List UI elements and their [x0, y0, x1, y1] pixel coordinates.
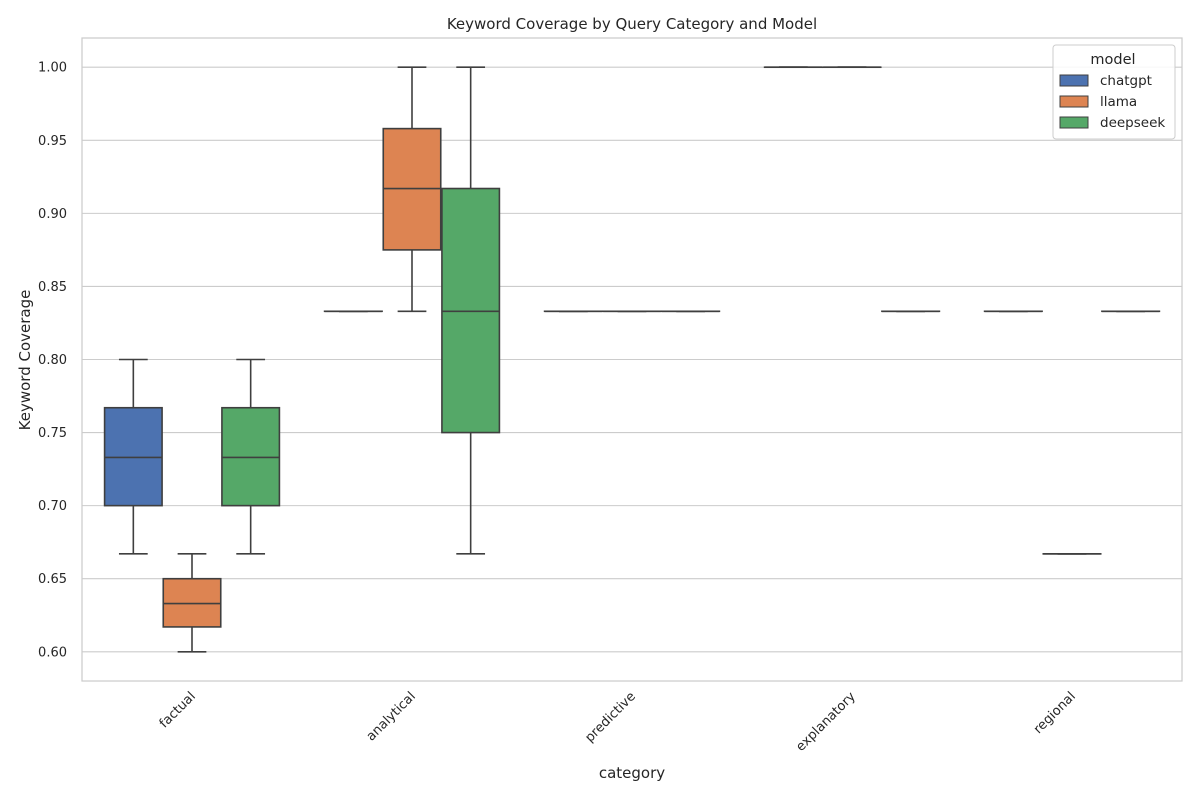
legend: model chatgpt llama deepseek — [1052, 44, 1176, 140]
y-tick-label: 1.00 — [38, 61, 67, 76]
plot-area — [81, 37, 1183, 682]
x-axis-label: category — [599, 764, 665, 782]
y-tick-label: 0.80 — [38, 353, 67, 368]
legend-label-chatgpt: chatgpt — [1100, 73, 1152, 89]
y-axis-label: Keyword Coverage — [16, 290, 34, 431]
y-tick-label: 0.65 — [38, 572, 67, 587]
y-tick-label: 0.70 — [38, 499, 67, 514]
y-tick-label: 0.60 — [38, 645, 67, 660]
legend-label-llama: llama — [1100, 94, 1137, 110]
y-tick-label: 0.95 — [38, 134, 67, 149]
x-tick-label: predictive — [582, 689, 638, 745]
legend-swatch-deepseek — [1059, 116, 1089, 129]
legend-swatch-chatgpt — [1059, 74, 1089, 87]
x-tick-label: factual — [157, 689, 199, 731]
box-deepseek-factual — [221, 358, 281, 555]
y-axis-ticks: 0.60 0.65 0.70 0.75 0.80 0.85 0.90 0.95 1.00 — [38, 61, 67, 661]
legend-frame — [1052, 44, 1176, 140]
y-tick-label: 0.85 — [38, 280, 67, 295]
boxes — [103, 66, 1161, 653]
x-tick-label: regional — [1031, 689, 1079, 737]
box-llama-analytical — [382, 66, 442, 313]
y-tick-label: 0.90 — [38, 207, 67, 222]
legend-items: chatgpt llama deepseek — [1059, 73, 1165, 131]
x-tick-label: explanatory — [793, 689, 859, 755]
chart-title: Keyword Coverage by Query Category and M… — [447, 15, 817, 33]
box-chatgpt-factual — [103, 358, 163, 555]
box-deepseek-analytical — [441, 66, 501, 555]
legend-label-deepseek: deepseek — [1100, 115, 1165, 131]
y-tick-label: 0.75 — [38, 426, 67, 441]
box-llama-factual — [162, 553, 222, 653]
x-axis-ticks: factual analytical predictive explanatory re… — [157, 689, 1079, 755]
legend-swatch-llama — [1059, 95, 1089, 108]
legend-title: model — [1090, 52, 1135, 68]
x-tick-label: analytical — [364, 689, 419, 744]
